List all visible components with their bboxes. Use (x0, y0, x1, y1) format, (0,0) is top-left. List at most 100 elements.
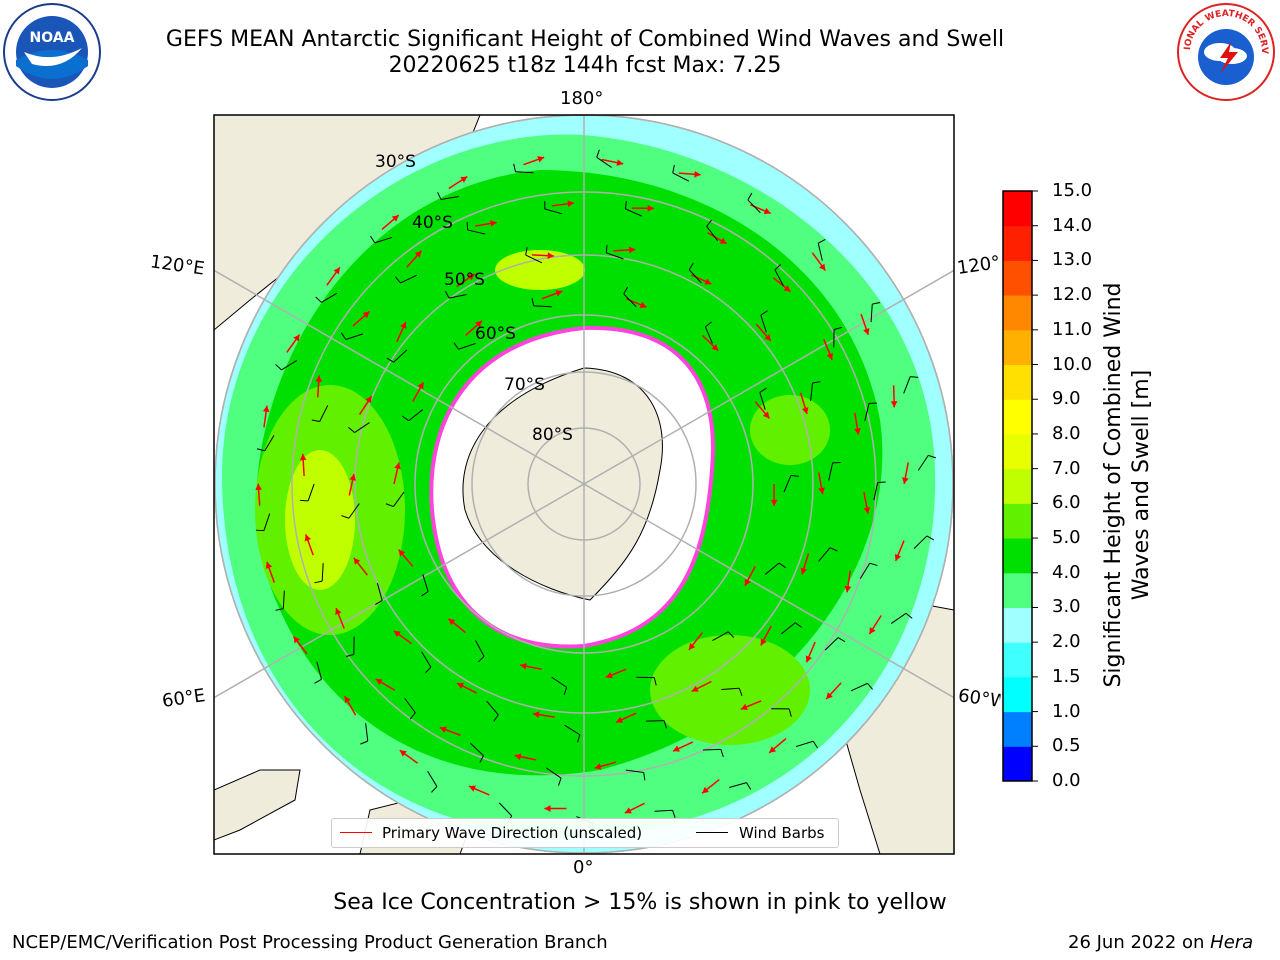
wind-barb (370, 235, 393, 244)
wind-barb (623, 286, 637, 308)
wave-direction-arrow (672, 741, 694, 752)
wave-direction-arrow (691, 680, 712, 693)
wave-direction-arrow (381, 214, 400, 230)
wave-direction-arrow (304, 534, 314, 556)
credit-line: NCEP/EMC/Verification Post Processing Pr… (12, 932, 608, 953)
wave-direction-arrow (760, 625, 772, 646)
wave-direction-arrow (358, 395, 373, 415)
wave-direction-arrow (770, 483, 778, 507)
wind-barb (531, 298, 552, 308)
wind-barb (917, 454, 937, 471)
colorbar-segment (1003, 538, 1032, 574)
colorbar-tick-label: 4.0 (1052, 561, 1081, 583)
wind-barb (810, 381, 821, 401)
colorbar (1002, 190, 1038, 782)
wind-barb (444, 290, 467, 299)
wave-direction-arrow (740, 700, 762, 710)
wave-direction-arrow (439, 726, 461, 736)
wind-barb (375, 582, 383, 606)
wave-direction-arrow (456, 273, 476, 288)
wave-direction-arrow (768, 738, 787, 754)
wind-barb (300, 483, 315, 502)
legend: Primary Wave Direction (unscaled) Wind B… (331, 818, 839, 848)
wave-direction-arrow (255, 483, 262, 506)
wind-barb (564, 724, 581, 743)
wind-barb (625, 769, 646, 781)
legend-wind-label: Wind Barbs (739, 824, 825, 842)
wave-direction-arrow (701, 778, 720, 794)
wave-direction-arrow (262, 405, 270, 428)
wind-barb (654, 809, 676, 818)
wind-barb (817, 238, 826, 261)
colorbar-tick-label: 5.0 (1052, 527, 1081, 549)
wave-direction-arrow (868, 615, 882, 635)
wave-direction-arrow (541, 290, 563, 300)
wind-barb (544, 201, 563, 215)
wave-direction-arrow (552, 200, 575, 208)
wave-direction-arrow (901, 462, 910, 485)
legend-wind-swatch (696, 832, 728, 833)
wind-barb (596, 149, 612, 168)
wind-barb (890, 612, 913, 624)
wave-direction-arrow (799, 392, 809, 415)
wave-direction-arrow (375, 678, 396, 691)
wave-direction-arrow (412, 381, 425, 402)
wind-barb (760, 310, 768, 333)
wave-direction-arrow (448, 175, 468, 190)
lat-label-80s: 80°S (532, 425, 573, 445)
colorbar-tick-label: 0.5 (1052, 735, 1081, 757)
wind-barb (341, 503, 360, 519)
colorbar-segment (1003, 642, 1032, 678)
wind-barb (605, 244, 624, 260)
wave-direction-arrow (811, 252, 826, 271)
wind-barb (646, 720, 667, 729)
colorbar-segment (1003, 399, 1032, 435)
colorbar-tick-label: 13.0 (1052, 249, 1093, 271)
lat-label-60s: 60°S (475, 324, 516, 344)
colorbar-segment (1003, 676, 1032, 713)
colorbar-tick-label: 3.0 (1052, 596, 1081, 618)
wave-field-6m-north (495, 250, 585, 290)
colorbar-tick-label: 11.0 (1052, 318, 1093, 340)
wave-direction-arrow (393, 462, 401, 485)
colorbar-segment (1003, 295, 1032, 331)
wave-field-6m-west (285, 450, 355, 590)
wave-direction-arrow (465, 320, 483, 337)
wind-barb (870, 302, 881, 323)
wind-barb (721, 687, 743, 696)
wind-barb (729, 782, 752, 790)
wind-barb (903, 376, 919, 394)
wind-barb (672, 164, 689, 182)
wind-barb (437, 192, 459, 201)
wind-barb (771, 708, 792, 717)
wave-direction-arrow (601, 158, 624, 166)
wave-direction-arrow (393, 630, 413, 645)
wave-direction-arrow (352, 310, 371, 327)
wind-barb (453, 342, 476, 350)
wind-barb (747, 192, 761, 214)
wind-barb (636, 676, 657, 686)
wave-direction-arrow (265, 561, 276, 583)
vector-overlay (255, 149, 937, 832)
colorbar-segment (1003, 468, 1032, 504)
chart-title: GEFS MEAN Antarctic Significant Height o… (165, 27, 1005, 52)
wind-barb (348, 422, 370, 433)
noaa-logo: NOAA (3, 3, 101, 101)
wave-direction-arrow (315, 375, 323, 398)
wind-barb (421, 651, 432, 674)
lon-label-180: 180° (560, 88, 604, 109)
wind-barb (774, 263, 784, 286)
svg-text:NOAA: NOAA (30, 30, 75, 46)
run-host: Hera (1210, 932, 1254, 953)
colorbar-tick-label: 1.5 (1052, 665, 1081, 687)
colorbar-tick-label: 14.0 (1052, 214, 1093, 236)
wave-direction-arrow (863, 491, 871, 514)
wind-barb (340, 332, 364, 340)
wind-barb (427, 770, 438, 793)
wave-direction-arrow (344, 695, 357, 716)
wave-direction-arrow (631, 204, 654, 212)
wind-barb (759, 387, 767, 410)
wave-direction-arrow (292, 635, 308, 655)
run-date-text: 26 Jun 2022 on (1068, 932, 1205, 953)
wave-direction-arrow (615, 712, 637, 723)
